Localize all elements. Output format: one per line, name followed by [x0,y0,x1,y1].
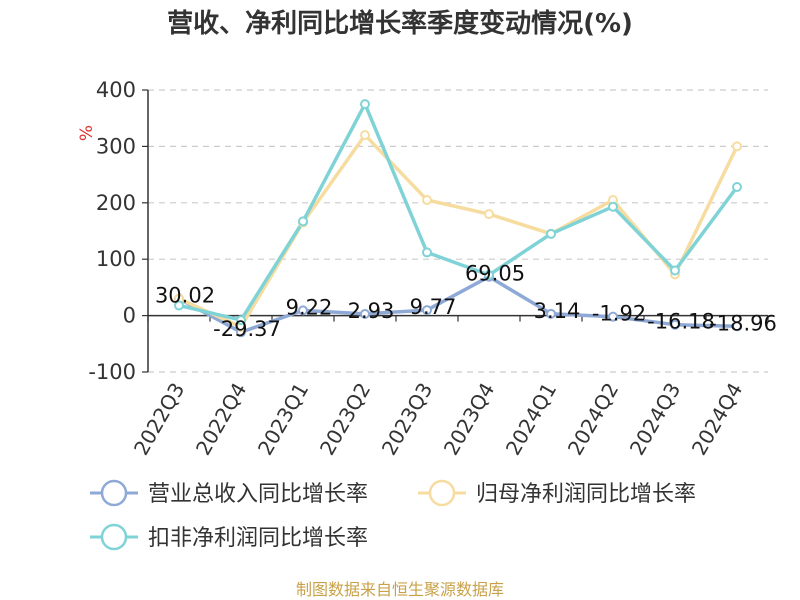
data-label: 69.05 [465,262,525,286]
data-label: 2.93 [348,299,395,323]
y-tick-labels: -100 0 100 200 300 400 [88,78,136,384]
series-points [174,99,742,338]
x-tick-label: 2024Q1 [501,379,561,460]
series-point [298,216,308,227]
y-tick-label: 200 [96,191,136,215]
x-tick-label: 2024Q4 [687,379,747,460]
legend-marker [100,523,128,551]
grid-lines [142,89,768,373]
legend-label: 营业总收入同比增长率 [148,482,368,507]
y-tick-label: 300 [96,134,136,158]
series-point [484,269,494,280]
y-tick-label: 100 [96,247,136,271]
series-point [484,209,494,220]
data-label: 3.14 [534,299,581,323]
legend-label: 扣非净利润同比增长率 [148,526,368,551]
chart-title: 营收、净利同比增长率季度变动情况(%) [167,8,633,39]
data-label: -1.92 [592,302,646,326]
data-label: 9.77 [410,295,457,319]
legend-item[interactable]: 营业总收入同比增长率 [90,479,368,507]
y-unit-label: % [77,125,97,141]
series-point [422,305,432,316]
series-point [732,182,742,193]
x-tick-label: 2024Q3 [625,379,685,460]
x-tick-label: 2022Q3 [129,379,189,460]
series-point [422,247,432,258]
x-tick-label: 2023Q2 [315,379,375,460]
x-tick-label: 2023Q3 [377,379,437,460]
series-point [670,265,680,276]
legend-label: 归母净利润同比增长率 [476,482,696,507]
series-point [608,201,618,212]
series-lines [178,102,739,334]
legend-item[interactable]: 归母净利润同比增长率 [418,479,696,507]
legend-marker [428,479,456,507]
x-tick-label: 2023Q1 [253,379,313,460]
series-line [178,102,739,322]
y-tick-label: 400 [96,78,136,102]
legend-marker [100,479,128,507]
series-point [236,315,246,326]
data-label: -18.96 [709,311,777,335]
series-point [298,305,308,316]
series-point [360,308,370,319]
series-point [670,319,680,330]
series-point [360,130,370,141]
series-point [732,321,742,332]
y-tick-label: 0 [123,304,136,328]
data-label: -29.37 [213,317,281,341]
legend-item[interactable]: 扣非净利润同比增长率 [90,523,368,551]
series-point [732,141,742,152]
series-point [546,228,556,239]
x-tick-label: 2024Q2 [563,379,623,460]
series-point [608,311,618,322]
series-point [546,308,556,319]
series-point [422,194,432,205]
series-line [178,274,738,334]
series-line [178,133,739,329]
series-point [360,99,370,110]
x-tick-label: 2022Q4 [191,379,251,460]
source-note: 制图数据来自恒生聚源数据库 [296,580,504,599]
x-tick-labels: 2022Q3 2022Q4 2023Q1 2023Q2 2023Q3 2023Q4 2024… [129,379,747,460]
data-label: 30.02 [155,284,215,308]
series-point [174,300,184,311]
data-label: -16.18 [647,310,715,334]
y-tick-label: -100 [88,360,136,384]
data-label: 9.22 [286,295,333,319]
x-tick-label: 2023Q4 [439,379,499,460]
data-labels: 30.02 -29.379.22 2.93 9.77 69.05 3.14 -1.92 -16… [155,262,777,342]
